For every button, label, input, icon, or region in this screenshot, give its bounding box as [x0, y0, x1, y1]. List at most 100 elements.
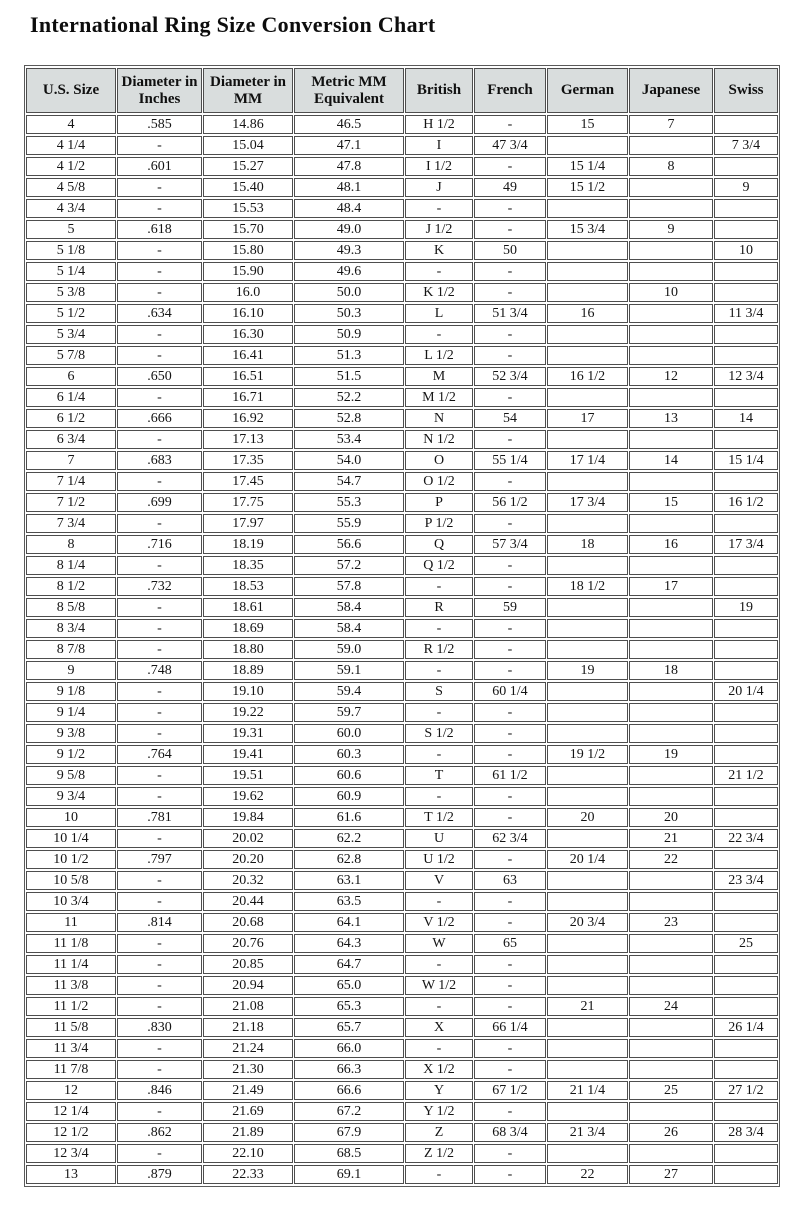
table-cell: .814 [117, 913, 202, 932]
table-cell: - [117, 871, 202, 890]
table-cell: - [474, 157, 546, 176]
table-cell: 8 5/8 [26, 598, 116, 617]
table-cell: 66.6 [294, 1081, 404, 1100]
table-cell: 22.10 [203, 1144, 293, 1163]
table-row: 10 5/8-20.32 63.1 V 63 23 3/4 [26, 871, 778, 890]
table-header: U.S. Size Diameter in Inches Diameter in M… [26, 68, 778, 113]
table-cell: 15 1/4 [714, 451, 778, 470]
table-cell: 18 1/2 [547, 577, 628, 596]
table-cell [714, 808, 778, 827]
table-cell [629, 1039, 713, 1058]
table-cell: .618 [117, 220, 202, 239]
table-cell: 5 1/8 [26, 241, 116, 260]
table-cell: 19.10 [203, 682, 293, 701]
table-cell: 5 1/2 [26, 304, 116, 323]
table-cell: 19.22 [203, 703, 293, 722]
table-cell [547, 976, 628, 995]
table-cell: 9 1/2 [26, 745, 116, 764]
table-row: 6 3/4-17.13 53.4 N 1/2- [26, 430, 778, 449]
table-row: 13.879 22.33 69.1- -22 27 [26, 1165, 778, 1184]
table-cell: 7 1/4 [26, 472, 116, 491]
table-cell [547, 1018, 628, 1037]
table-cell: 10 [26, 808, 116, 827]
table-cell: 67 1/2 [474, 1081, 546, 1100]
header-row: U.S. Size Diameter in Inches Diameter in M… [26, 68, 778, 113]
table-cell: 62.2 [294, 829, 404, 848]
table-cell: - [474, 850, 546, 869]
table-cell [714, 1165, 778, 1184]
table-cell: - [474, 1060, 546, 1079]
table-cell: - [117, 619, 202, 638]
table-cell: 62.8 [294, 850, 404, 869]
table-row: 12 3/4-22.10 68.5 Z 1/2- [26, 1144, 778, 1163]
table-cell: R [405, 598, 473, 617]
table-cell: X 1/2 [405, 1060, 473, 1079]
table-cell: Z 1/2 [405, 1144, 473, 1163]
table-cell: P 1/2 [405, 514, 473, 533]
table-cell: 50 [474, 241, 546, 260]
table-cell [629, 325, 713, 344]
table-cell [714, 787, 778, 806]
table-cell [629, 787, 713, 806]
table-cell: 68.5 [294, 1144, 404, 1163]
table-cell: 16.0 [203, 283, 293, 302]
table-cell: .699 [117, 493, 202, 512]
table-cell: 8 7/8 [26, 640, 116, 659]
table-cell: 27 1/2 [714, 1081, 778, 1100]
table-cell [547, 556, 628, 575]
table-cell: 20.85 [203, 955, 293, 974]
table-cell [714, 913, 778, 932]
table-cell [547, 241, 628, 260]
table-cell: 19 [714, 598, 778, 617]
table-cell: 48.1 [294, 178, 404, 197]
table-cell: .781 [117, 808, 202, 827]
table-cell [714, 199, 778, 218]
table-row: 10 1/2.797 20.20 62.8 U 1/2-20 1/4 22 [26, 850, 778, 869]
table-cell: 49.3 [294, 241, 404, 260]
table-cell: 11 3/4 [26, 1039, 116, 1058]
table-row: 4 1/4-15.04 47.1 I 47 3/4 7 3/4 [26, 136, 778, 155]
table-cell: - [474, 346, 546, 365]
table-cell: X [405, 1018, 473, 1037]
table-cell [714, 640, 778, 659]
table-cell [714, 850, 778, 869]
table-cell: 26 [629, 1123, 713, 1142]
table-row: 11 1/4-20.85 64.7- - [26, 955, 778, 974]
table-cell: W [405, 934, 473, 953]
table-cell: .666 [117, 409, 202, 428]
table-cell: 46.5 [294, 115, 404, 134]
table-cell: 18 [547, 535, 628, 554]
table-cell: 54 [474, 409, 546, 428]
table-cell [629, 766, 713, 785]
table-cell: 50.3 [294, 304, 404, 323]
table-cell [629, 871, 713, 890]
table-cell: 21.69 [203, 1102, 293, 1121]
table-cell: 7 3/4 [714, 136, 778, 155]
table-row: 7 1/4-17.45 54.7 O 1/2- [26, 472, 778, 491]
table-cell: M 1/2 [405, 388, 473, 407]
table-cell: 51 3/4 [474, 304, 546, 323]
table-cell: - [117, 934, 202, 953]
table-cell: 22 [629, 850, 713, 869]
table-cell [629, 640, 713, 659]
table-cell: - [474, 262, 546, 281]
table-row: 5 1/4-15.90 49.6- - [26, 262, 778, 281]
table-cell [714, 556, 778, 575]
table-cell: 20 1/4 [547, 850, 628, 869]
table-cell: 50.9 [294, 325, 404, 344]
table-cell: 61 1/2 [474, 766, 546, 785]
table-cell [714, 115, 778, 134]
table-cell [714, 619, 778, 638]
table-cell: 11 3/8 [26, 976, 116, 995]
table-cell: S 1/2 [405, 724, 473, 743]
table-cell: .716 [117, 535, 202, 554]
table-cell: 21 3/4 [547, 1123, 628, 1142]
table-cell: 48.4 [294, 199, 404, 218]
table-cell: 47.8 [294, 157, 404, 176]
table-cell: V 1/2 [405, 913, 473, 932]
table-cell: 12 1/2 [26, 1123, 116, 1142]
table-cell: 28 3/4 [714, 1123, 778, 1142]
table-cell: .879 [117, 1165, 202, 1184]
table-cell: .650 [117, 367, 202, 386]
table-row: 8.716 18.19 56.6 Q 57 3/4 18 16 17 3/4 [26, 535, 778, 554]
